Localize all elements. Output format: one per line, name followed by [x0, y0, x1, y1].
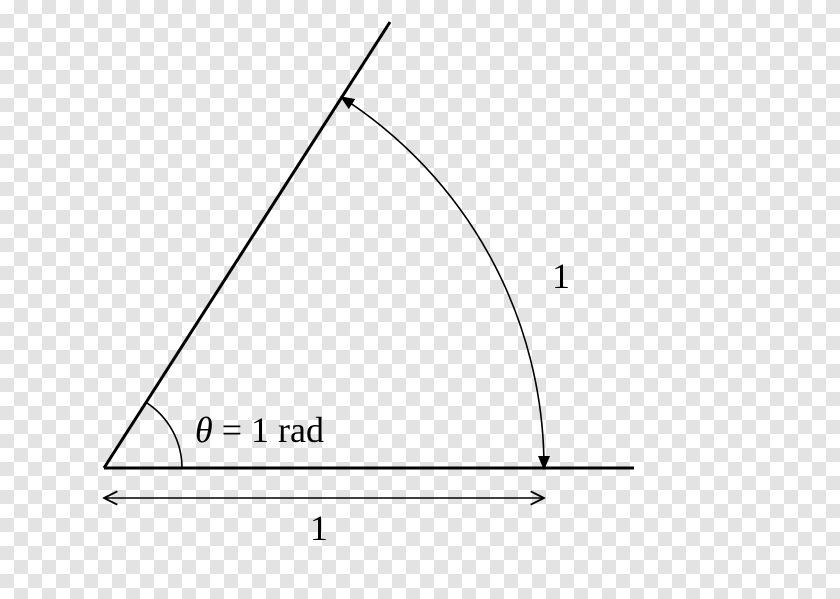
radian-diagram	[0, 0, 840, 599]
unit-arc	[342, 98, 544, 468]
theta-value: = 1 rad	[213, 410, 324, 450]
theta-label: θ = 1 rad	[195, 412, 324, 448]
ray-angled	[104, 22, 390, 468]
arc-length-label: 1	[552, 258, 570, 294]
angle-marker-arc	[146, 402, 182, 468]
radius-length-label: 1	[310, 510, 328, 546]
theta-symbol: θ	[195, 410, 213, 450]
